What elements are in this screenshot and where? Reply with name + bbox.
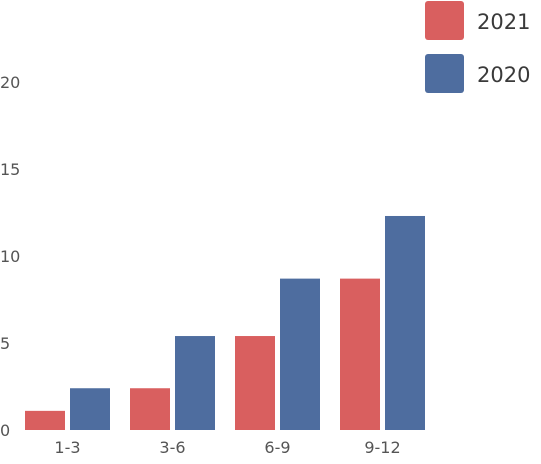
bar-2020-1-3	[70, 388, 110, 430]
x-tick-label: 3-6	[159, 438, 185, 457]
y-tick-label: 15	[0, 160, 20, 179]
bar-2020-9-12	[385, 215, 425, 430]
y-tick-label: 20	[0, 73, 20, 92]
x-tick-label: 9-12	[364, 438, 400, 457]
bar-2020-6-9	[280, 278, 320, 430]
legend: 2021 2020	[425, 1, 530, 93]
y-tick-label: 0	[0, 421, 10, 440]
y-axis-ticks: 0 5 10 15 20	[0, 73, 20, 440]
x-tick-label: 6-9	[264, 438, 290, 457]
legend-label: 2021	[477, 10, 530, 34]
bar-2021-9-12	[340, 278, 380, 430]
y-tick-label: 5	[0, 334, 10, 353]
bar-2021-3-6	[130, 388, 170, 430]
bar-2020-3-6	[175, 336, 215, 430]
legend-swatch	[425, 1, 464, 40]
x-axis-ticks: 1-3 3-6 6-9 9-12	[54, 438, 400, 457]
bar-2021-1-3	[25, 410, 65, 430]
legend-label: 2020	[477, 63, 530, 87]
y-tick-label: 10	[0, 247, 20, 266]
bars	[25, 215, 425, 430]
legend-swatch	[425, 54, 464, 93]
x-tick-label: 1-3	[54, 438, 80, 457]
bar-2021-6-9	[235, 336, 275, 430]
